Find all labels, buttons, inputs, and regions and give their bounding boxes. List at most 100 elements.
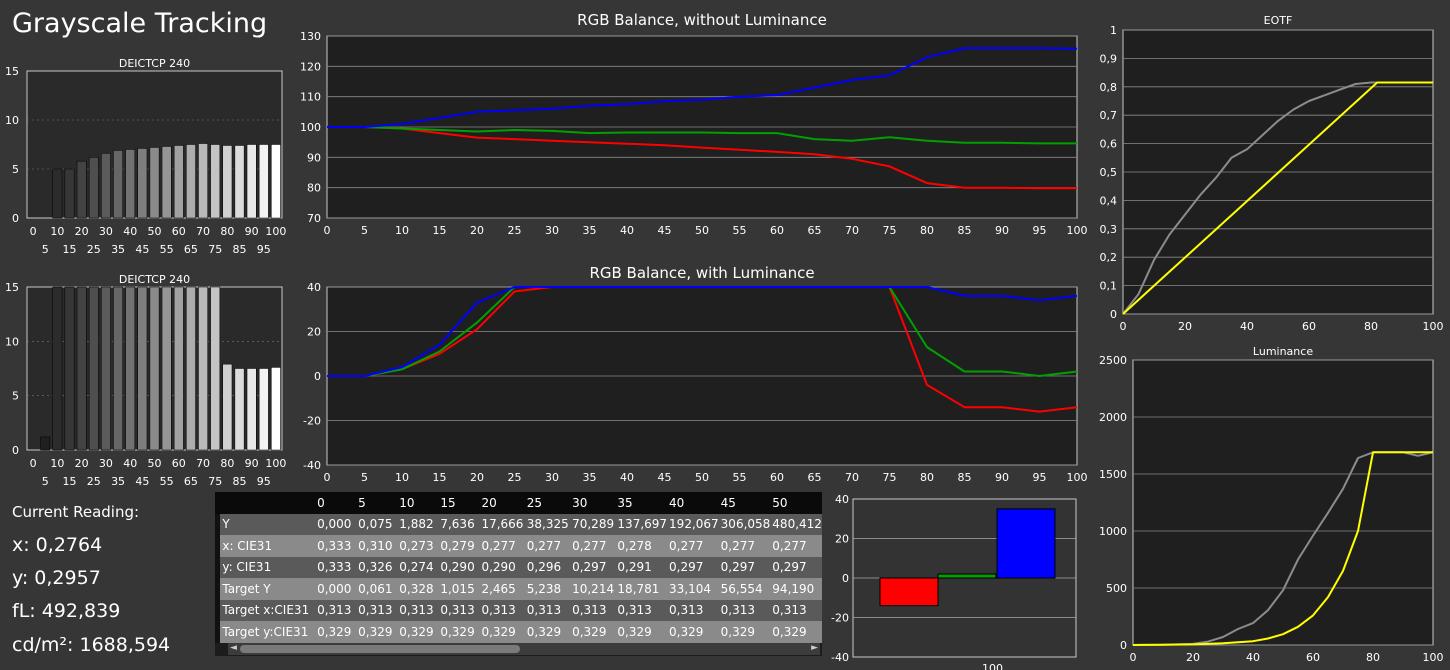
scroll-right-arrow-icon[interactable]: ► bbox=[811, 643, 818, 653]
row-selector[interactable] bbox=[215, 513, 221, 535]
table-row[interactable]: Target x:CIE31 0,313 0,313 0,313 0,313 0,313 0… bbox=[215, 599, 822, 621]
y-tick-label: 10 bbox=[5, 114, 19, 127]
x-tick-label: 60 bbox=[770, 471, 784, 484]
measurement-table[interactable]: 0 5 10 15 20 25 30 35 40 45 50 Y 0,000 0,075 1,882 7,63… bbox=[215, 492, 822, 656]
table-cell[interactable]: 0,313 bbox=[570, 599, 616, 621]
table-cell[interactable]: 0,326 bbox=[356, 556, 398, 578]
chart-title: RGB Balance, without Luminance bbox=[577, 11, 827, 29]
table-cell[interactable]: 0,333 bbox=[315, 556, 357, 578]
table-cell[interactable]: 0,273 bbox=[397, 535, 439, 557]
table-row[interactable]: Target y:CIE31 0,329 0,329 0,329 0,329 0,329 0… bbox=[215, 621, 822, 643]
table-cell[interactable]: 0,290 bbox=[479, 556, 525, 578]
table-cell[interactable]: 192,067 bbox=[667, 513, 719, 535]
table-cell[interactable]: 137,697 bbox=[615, 513, 668, 535]
bar bbox=[271, 367, 281, 451]
table-cell[interactable]: 0,313 bbox=[718, 599, 771, 621]
table-cell[interactable]: 0,333 bbox=[315, 535, 357, 557]
table-cell[interactable]: 0,329 bbox=[524, 621, 571, 643]
y-tick-label: 1000 bbox=[1099, 525, 1127, 538]
bar bbox=[186, 144, 196, 219]
x-tick-label: 80 bbox=[1364, 320, 1378, 333]
table-cell[interactable]: 0,313 bbox=[397, 599, 439, 621]
table-cell[interactable]: 17,666 bbox=[479, 513, 525, 535]
row-selector[interactable] bbox=[215, 578, 221, 600]
table-cell[interactable]: 1,015 bbox=[438, 578, 480, 600]
x-tick-label: 20 bbox=[1186, 651, 1200, 664]
table-cell[interactable]: 70,289 bbox=[570, 513, 616, 535]
y-tick-label: -40 bbox=[303, 459, 321, 472]
table-cell[interactable]: 0,297 bbox=[570, 556, 616, 578]
table-cell[interactable]: 10,214 bbox=[570, 578, 616, 600]
table-scrollbar[interactable]: ◄ ► bbox=[228, 643, 820, 655]
table-cell[interactable]: 480,412 bbox=[770, 513, 822, 535]
y-tick-label: -40 bbox=[831, 651, 849, 664]
table-cell[interactable]: 38,325 bbox=[524, 513, 571, 535]
table-cell[interactable]: 0,329 bbox=[615, 621, 668, 643]
table-cell[interactable]: 0,329 bbox=[479, 621, 525, 643]
table-cell[interactable]: 0,313 bbox=[315, 599, 357, 621]
scroll-left-arrow-icon[interactable]: ◄ bbox=[230, 643, 237, 653]
table-cell[interactable]: 5,238 bbox=[524, 578, 571, 600]
table-cell[interactable]: 306,058 bbox=[718, 513, 771, 535]
table-cell[interactable]: 0,313 bbox=[770, 599, 822, 621]
table-cell[interactable]: 0,290 bbox=[438, 556, 480, 578]
table-cell[interactable]: 0,061 bbox=[356, 578, 398, 600]
table-cell[interactable]: 0,278 bbox=[615, 535, 668, 557]
table-cell[interactable]: 0,313 bbox=[479, 599, 525, 621]
table-cell[interactable]: 0,000 bbox=[315, 513, 357, 535]
table-row[interactable]: y: CIE31 0,333 0,326 0,274 0,290 0,290 0,296 0,… bbox=[215, 556, 822, 578]
table-cell[interactable]: 94,190 bbox=[770, 578, 822, 600]
table-cell[interactable]: 0,277 bbox=[479, 535, 525, 557]
y-tick-label: 0 bbox=[12, 212, 19, 225]
table-cell[interactable]: 1,882 bbox=[397, 513, 439, 535]
bar bbox=[258, 144, 269, 219]
table-cell[interactable]: 0,277 bbox=[667, 535, 719, 557]
table-cell[interactable]: 0,274 bbox=[397, 556, 439, 578]
table-cell[interactable]: 0,313 bbox=[615, 599, 668, 621]
table-cell[interactable]: 2,465 bbox=[479, 578, 525, 600]
table-cell[interactable]: 0,075 bbox=[356, 513, 398, 535]
table-cell[interactable]: 0,313 bbox=[438, 599, 480, 621]
table-cell[interactable]: 0,291 bbox=[615, 556, 668, 578]
table-cell[interactable]: 0,329 bbox=[315, 621, 357, 643]
scrollbar-thumb[interactable] bbox=[240, 645, 520, 653]
table-row[interactable]: Target Y 0,000 0,061 0,328 1,015 2,465 5,238 10… bbox=[215, 578, 822, 600]
table-cell[interactable]: 0,329 bbox=[397, 621, 439, 643]
table-cell[interactable]: 0,296 bbox=[524, 556, 571, 578]
table-cell[interactable]: 0,329 bbox=[356, 621, 398, 643]
table-row[interactable]: Y 0,000 0,075 1,882 7,636 17,666 38,325 70,289 1… bbox=[215, 513, 822, 535]
table-cell[interactable]: 0,297 bbox=[667, 556, 719, 578]
table-cell[interactable]: 0,279 bbox=[438, 535, 480, 557]
row-selector[interactable] bbox=[215, 621, 221, 643]
table-cell[interactable]: 0,329 bbox=[667, 621, 719, 643]
table-cell[interactable]: 0,329 bbox=[770, 621, 822, 643]
table-cell[interactable]: 0,297 bbox=[770, 556, 822, 578]
x-tick-label: 55 bbox=[733, 471, 747, 484]
table-cell[interactable]: 0,313 bbox=[524, 599, 571, 621]
table-cell[interactable]: 0,313 bbox=[667, 599, 719, 621]
table-cell[interactable]: 0,328 bbox=[397, 578, 439, 600]
row-selector[interactable] bbox=[215, 535, 221, 557]
table-cell[interactable]: 0,329 bbox=[570, 621, 616, 643]
table-cell[interactable]: 7,636 bbox=[438, 513, 480, 535]
row-selector[interactable] bbox=[215, 556, 221, 578]
table-cell[interactable]: 0,277 bbox=[718, 535, 771, 557]
table-cell[interactable]: 0,313 bbox=[356, 599, 398, 621]
y-tick-label: 15 bbox=[5, 65, 19, 78]
bar bbox=[258, 368, 269, 451]
table-row[interactable]: x: CIE31 0,333 0,310 0,273 0,279 0,277 0,277 0,… bbox=[215, 535, 822, 557]
table-cell[interactable]: 0,329 bbox=[718, 621, 771, 643]
table-cell[interactable]: 0,000 bbox=[315, 578, 357, 600]
table-cell[interactable]: 0,277 bbox=[570, 535, 616, 557]
x-tick-label: 30 bbox=[99, 225, 113, 238]
table-cell[interactable]: 56,554 bbox=[718, 578, 771, 600]
table-cell[interactable]: 0,277 bbox=[524, 535, 571, 557]
table-cell[interactable]: 0,310 bbox=[356, 535, 398, 557]
table-cell[interactable]: 18,781 bbox=[615, 578, 668, 600]
row-selector[interactable] bbox=[215, 599, 221, 621]
table-cell[interactable]: 33,104 bbox=[667, 578, 719, 600]
table-cell[interactable]: 0,329 bbox=[438, 621, 480, 643]
table-cell[interactable]: 0,277 bbox=[770, 535, 822, 557]
table-cell[interactable]: 0,297 bbox=[718, 556, 771, 578]
